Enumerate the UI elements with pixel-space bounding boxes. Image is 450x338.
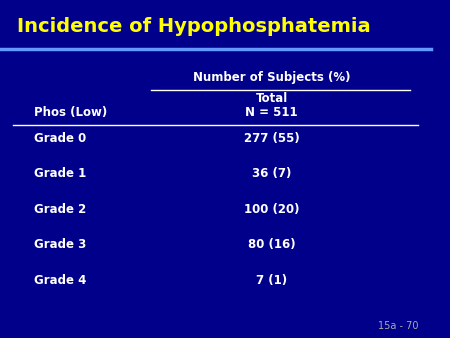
Text: Grade 1: Grade 1 <box>35 167 87 180</box>
Text: N = 511: N = 511 <box>245 106 298 119</box>
Text: Grade 4: Grade 4 <box>35 274 87 287</box>
Text: 80 (16): 80 (16) <box>248 238 296 251</box>
Text: Incidence of Hypophosphatemia: Incidence of Hypophosphatemia <box>17 17 371 36</box>
Text: Phos (Low): Phos (Low) <box>35 106 108 119</box>
Text: 15a - 70: 15a - 70 <box>378 321 418 331</box>
Text: Grade 0: Grade 0 <box>35 132 87 145</box>
Text: Grade 2: Grade 2 <box>35 203 87 216</box>
Text: 7 (1): 7 (1) <box>256 274 287 287</box>
Text: 36 (7): 36 (7) <box>252 167 291 180</box>
Text: 100 (20): 100 (20) <box>244 203 299 216</box>
Text: Grade 3: Grade 3 <box>35 238 87 251</box>
Text: 277 (55): 277 (55) <box>244 132 300 145</box>
Text: Total: Total <box>256 92 288 105</box>
Text: Number of Subjects (%): Number of Subjects (%) <box>193 71 351 84</box>
